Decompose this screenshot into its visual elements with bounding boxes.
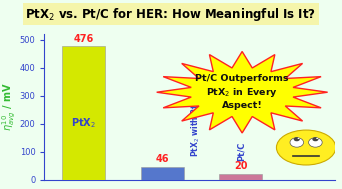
Ellipse shape: [276, 130, 336, 165]
Text: Pt/C: Pt/C: [236, 142, 245, 161]
Text: PtX$_2$ with Pt/Ru: PtX$_2$ with Pt/Ru: [190, 90, 202, 157]
Ellipse shape: [312, 137, 318, 141]
Ellipse shape: [308, 138, 322, 147]
Bar: [141, 167, 184, 180]
Bar: [219, 174, 262, 180]
Text: 46: 46: [156, 154, 169, 164]
Ellipse shape: [316, 138, 318, 139]
Text: PtX$_2$ vs. Pt/C for HER: How Meaningful Is It?: PtX$_2$ vs. Pt/C for HER: How Meaningful…: [25, 6, 317, 23]
Ellipse shape: [294, 137, 300, 141]
Text: PtX$_2$: PtX$_2$: [71, 117, 96, 130]
Text: Pt/C Outperforms
PtX$_2$ in Every
Aspect!: Pt/C Outperforms PtX$_2$ in Every Aspect…: [195, 74, 289, 110]
Y-axis label: $\eta^{10}_{avg}$ / mV: $\eta^{10}_{avg}$ / mV: [1, 82, 18, 131]
Ellipse shape: [298, 138, 300, 139]
Bar: [62, 46, 105, 180]
Ellipse shape: [290, 138, 304, 147]
Text: 476: 476: [74, 33, 94, 43]
Text: 20: 20: [234, 161, 248, 171]
Polygon shape: [157, 51, 328, 133]
